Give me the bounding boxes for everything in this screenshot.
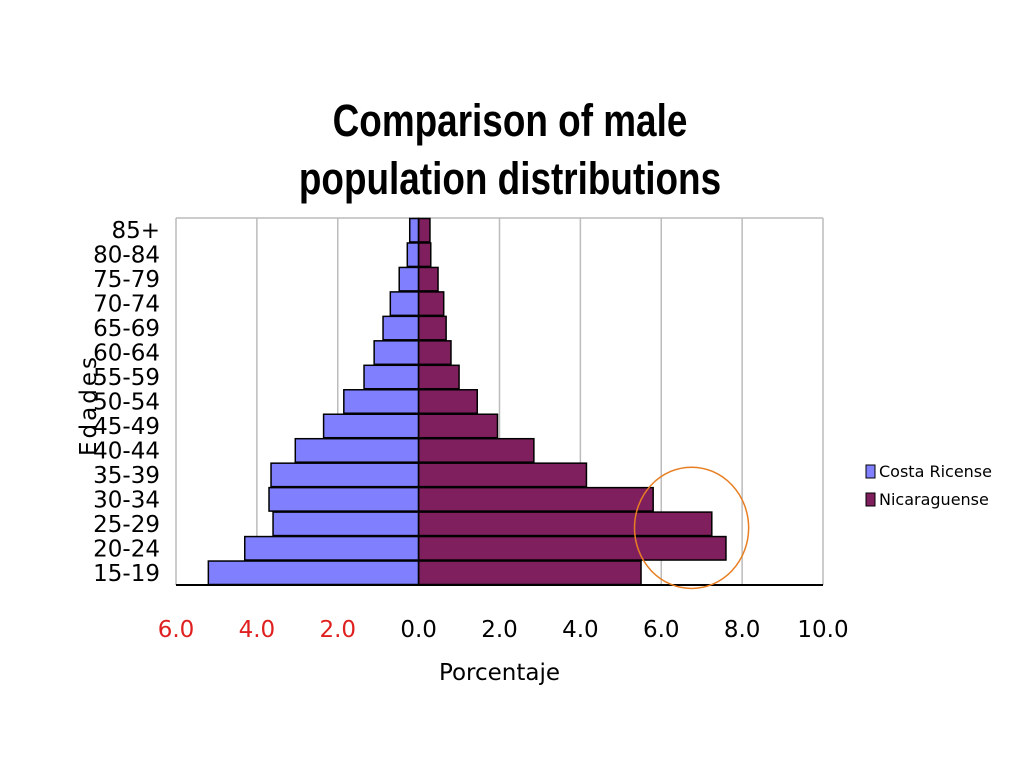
category-label: 20-24	[93, 536, 160, 562]
category-label: 15-19	[93, 561, 160, 587]
x-tick-label: 2.0	[319, 617, 356, 643]
x-tick-labels: 6.0 4.0 2.0 0.0 2.0 4.0 6.0 8.0 10.0	[158, 617, 849, 643]
axes	[176, 218, 823, 586]
bars	[207, 217, 727, 586]
category-label: 70-74	[93, 292, 160, 318]
bar-nicaraguense-75-79	[417, 266, 439, 292]
bar-nicaraguense-35-39	[417, 462, 588, 488]
bar-nicaraguense-30-34	[417, 486, 654, 512]
category-label: 75-79	[93, 267, 160, 293]
x-tick-label: 8.0	[724, 617, 761, 643]
legend-swatch	[865, 492, 876, 507]
x-tick-label: 6.0	[158, 617, 195, 643]
y-axis-title: Edades	[76, 354, 102, 456]
highlight-circle	[633, 466, 750, 590]
legend-label: Nicaraguense	[879, 490, 989, 509]
category-label: 50-54	[93, 390, 160, 416]
bar-nicaraguense-70-74	[417, 291, 445, 317]
legend-label: Costa Ricense	[879, 462, 992, 481]
category-label: 25-29	[93, 512, 160, 538]
bar-costa-ricense-30-34	[268, 486, 420, 512]
x-axis-title: Porcentaje	[439, 660, 560, 686]
bar-costa-ricense-85+	[408, 217, 420, 243]
bar-costa-ricense-55-59	[363, 364, 420, 390]
bar-costa-ricense-45-49	[322, 413, 420, 439]
category-label: 80-84	[93, 243, 160, 269]
bar-costa-ricense-75-79	[398, 266, 420, 292]
x-tick-label: 4.0	[239, 617, 276, 643]
category-labels: 15-1920-2425-2930-3435-3940-4445-4950-54…	[93, 218, 160, 587]
x-tick-label: 10.0	[797, 617, 848, 643]
bar-costa-ricense-50-54	[343, 389, 420, 414]
category-label: 65-69	[93, 316, 160, 342]
bar-nicaraguense-55-59	[417, 364, 460, 390]
bar-costa-ricense-60-64	[373, 340, 420, 366]
bar-costa-ricense-15-19	[207, 560, 420, 586]
legend: Costa Ricense Nicaraguense	[865, 462, 992, 509]
category-label: 60-64	[93, 341, 160, 367]
bar-costa-ricense-70-74	[389, 291, 420, 317]
bar-nicaraguense-80-84	[417, 242, 432, 268]
category-label: 30-34	[93, 487, 160, 513]
bar-nicaraguense-65-69	[417, 315, 447, 341]
annotation-layer	[633, 466, 750, 590]
bar-nicaraguense-25-29	[417, 511, 713, 537]
bar-costa-ricense-35-39	[270, 462, 420, 488]
bar-nicaraguense-15-19	[417, 560, 642, 586]
category-label: 40-44	[93, 438, 160, 464]
bar-nicaraguense-40-44	[417, 437, 535, 463]
bar-costa-ricense-20-24	[243, 535, 420, 561]
x-tick-label: 2.0	[481, 617, 518, 643]
bar-costa-ricense-65-69	[382, 315, 420, 341]
category-label: 35-39	[93, 463, 160, 489]
x-tick-label: 4.0	[562, 617, 599, 643]
bar-nicaraguense-50-54	[417, 389, 479, 414]
x-tick-label: 0.0	[400, 617, 437, 643]
bar-costa-ricense-25-29	[272, 511, 420, 537]
x-tick-label: 6.0	[643, 617, 680, 643]
bar-costa-ricense-40-44	[294, 437, 420, 463]
bar-nicaraguense-20-24	[417, 535, 727, 561]
legend-swatch	[865, 464, 876, 479]
bar-nicaraguense-60-64	[417, 340, 452, 366]
bar-nicaraguense-45-49	[417, 413, 499, 439]
chart-title: Comparison of male population distributi…	[298, 95, 722, 204]
bar-nicaraguense-85+	[417, 217, 431, 243]
bar-costa-ricense-80-84	[406, 242, 420, 268]
category-label: 45-49	[93, 414, 160, 440]
category-label: 85+	[111, 218, 160, 244]
category-label: 55-59	[93, 365, 160, 391]
